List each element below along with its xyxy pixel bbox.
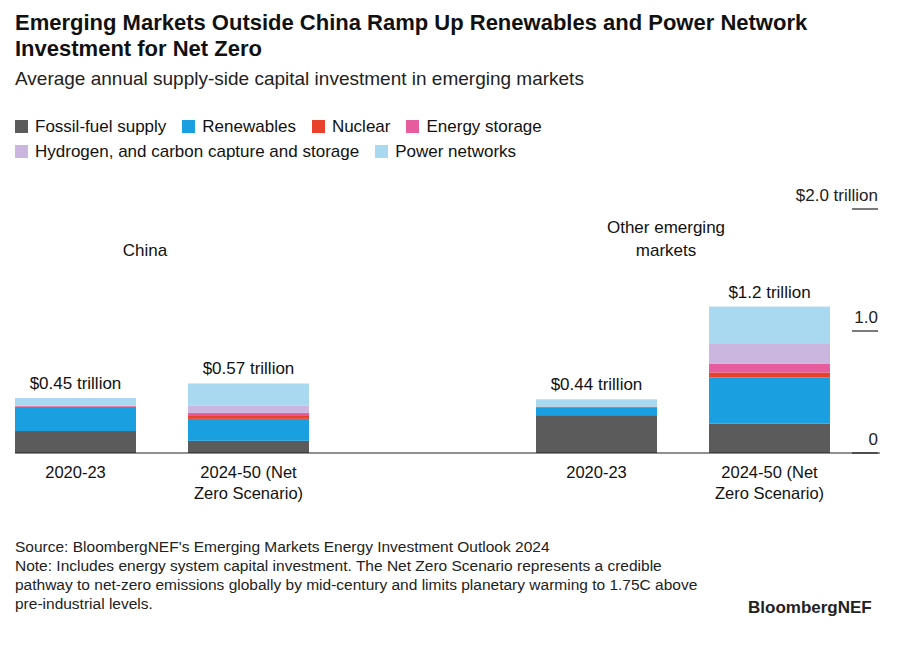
source: Source: BloombergNEF's Emerging Markets … [15,537,715,556]
bar-segment [188,413,309,415]
bar-segment [15,408,136,431]
total-label: $1.2 trillion [728,283,810,302]
legend-swatch [15,120,28,133]
bar-segment [15,431,136,453]
bar-segment [188,383,309,405]
legend-item: Energy storage [406,114,541,139]
total-label: $0.45 trillion [30,374,122,393]
legend-label: Energy storage [426,114,541,139]
category-label: 2020-23 [532,462,662,483]
bar-segment [709,343,830,364]
logo: BloombergNEF [748,598,872,618]
bar-segment [709,307,830,344]
tick-mark [852,330,878,331]
bar-segment [536,399,657,406]
legend-label: Hydrogen, and carbon capture and storage [35,139,359,164]
note: Note: Includes energy system capital inv… [15,556,715,613]
bar-segment [709,364,830,373]
bar-segment [709,424,830,453]
legend-item: Hydrogen, and carbon capture and storage [15,139,359,164]
bar-segment [188,441,309,453]
tick-label: 1.0 [854,308,878,327]
title: Emerging Markets Outside China Ramp Up R… [15,10,845,62]
bar-segment [536,407,657,415]
bar-segment [15,406,136,408]
legend-label: Renewables [202,114,296,139]
legend-swatch [375,145,388,158]
legend-swatch [182,120,195,133]
axis-line [15,452,880,453]
bar-segment [15,407,136,408]
footer: Source: BloombergNEF's Emerging Markets … [15,537,715,613]
legend-label: Nuclear [332,114,391,139]
bar-segment [188,405,309,412]
legend-swatch [312,120,325,133]
category-label: 2024-50 (Net Zero Scenario) [705,462,835,504]
total-label: $0.57 trillion [203,359,295,378]
group-label: Other emerging markets [586,216,746,262]
bar-segment [536,415,657,453]
bar-segment [709,377,830,423]
bars [15,307,830,453]
tick-label: 0 [869,430,878,449]
tick-label: $2.0 trillion [796,186,878,205]
legend-label: Power networks [395,139,516,164]
bar-segment [188,419,309,441]
legend: Fossil-fuel supply Renewables Nuclear Energ… [15,114,655,164]
legend-swatch [15,145,28,158]
legend-swatch [406,120,419,133]
category-label: 2020-23 [11,462,141,483]
tick-mark [852,452,878,453]
tick-mark [852,208,878,209]
bar-segment [188,415,309,419]
subtitle: Average annual supply-side capital inves… [15,68,584,90]
legend-item: Power networks [375,139,516,164]
legend-label: Fossil-fuel supply [35,114,166,139]
legend-item: Nuclear [312,114,391,139]
legend-item: Renewables [182,114,296,139]
total-label: $0.44 trillion [551,375,643,394]
group-label: China [65,239,225,262]
legend-item: Fossil-fuel supply [15,114,166,139]
bar-segment [709,372,830,377]
bar-segment [15,398,136,405]
category-label: 2024-50 (Net Zero Scenario) [184,462,314,504]
